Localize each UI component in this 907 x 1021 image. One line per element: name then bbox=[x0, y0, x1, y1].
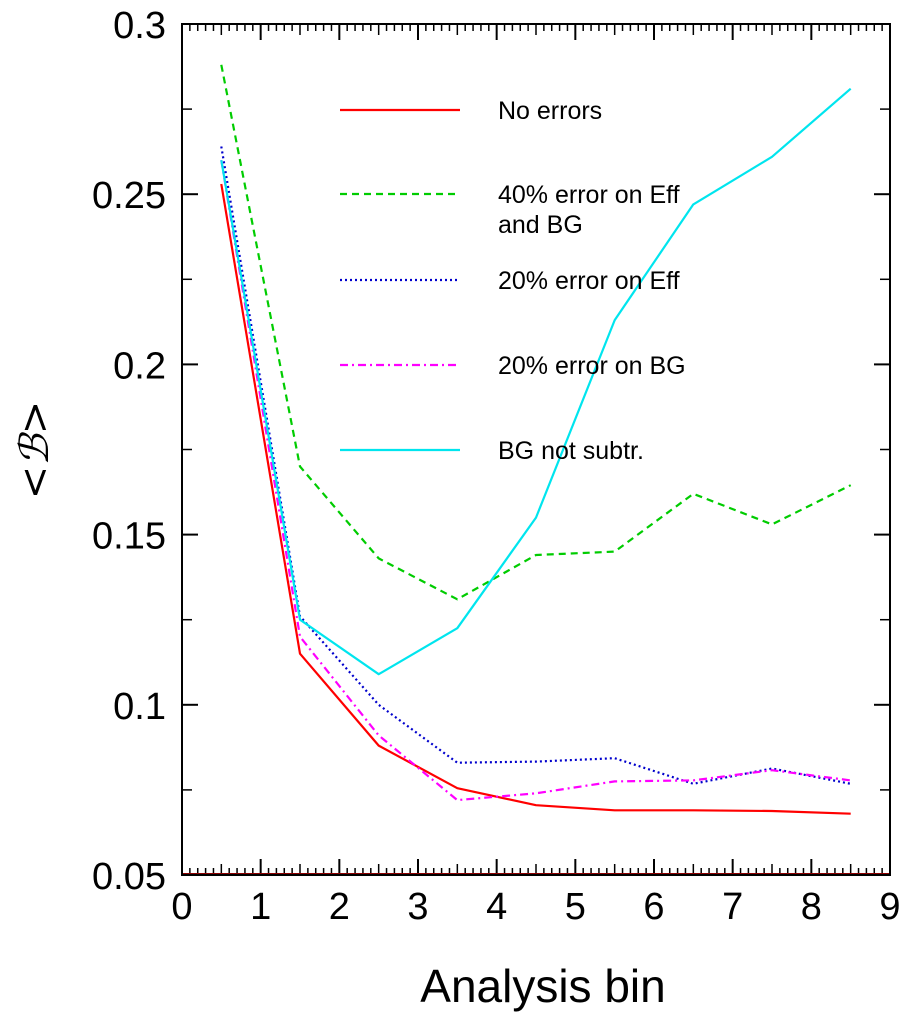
plot-frame bbox=[181, 23, 891, 876]
legend-label-2: and BG bbox=[498, 211, 583, 239]
y-tick-label: 0.05 bbox=[92, 856, 166, 898]
series-layer bbox=[220, 64, 852, 815]
series-line-2 bbox=[220, 64, 852, 601]
x-tick-label: 9 bbox=[879, 886, 900, 928]
x-tick-label: 6 bbox=[643, 886, 664, 928]
x-tick-label: 5 bbox=[565, 886, 586, 928]
x-tick-label: 4 bbox=[486, 886, 507, 928]
x-axis-label: Analysis bin bbox=[420, 960, 665, 1012]
y-tick-label: 0.1 bbox=[113, 686, 166, 728]
x-tick-label: 0 bbox=[171, 886, 192, 928]
y-axis-label: <ℬ> bbox=[12, 401, 58, 499]
legend-label-3: 20% error on Eff bbox=[498, 267, 680, 295]
x-tick-label: 1 bbox=[250, 886, 271, 928]
y-tick-label: 0.2 bbox=[113, 345, 166, 387]
legend-label-1: No errors bbox=[498, 97, 602, 125]
x-tick-label: 3 bbox=[407, 886, 428, 928]
series-line-1 bbox=[220, 183, 851, 815]
legend-label-5: BG not subtr. bbox=[498, 437, 644, 465]
series-line-5 bbox=[220, 87, 852, 676]
y-tick-label: 0.15 bbox=[92, 516, 166, 558]
y-tick-label: 0.25 bbox=[92, 175, 166, 217]
x-tick-label: 8 bbox=[801, 886, 822, 928]
series-line-3 bbox=[220, 146, 851, 785]
series-line-4 bbox=[220, 160, 851, 802]
x-tick-label: 7 bbox=[722, 886, 743, 928]
tick-labels: 0 1 2 3 4 5 6 7 8 9 0.05 0.1 0.15 0.2 0.25 0.3 bbox=[92, 5, 901, 928]
y-tick-label: 0.3 bbox=[113, 5, 166, 47]
legend-label-2: 40% error on Eff bbox=[498, 181, 680, 209]
legend-label-4: 20% error on BG bbox=[498, 352, 686, 380]
x-tick-label: 2 bbox=[329, 886, 350, 928]
